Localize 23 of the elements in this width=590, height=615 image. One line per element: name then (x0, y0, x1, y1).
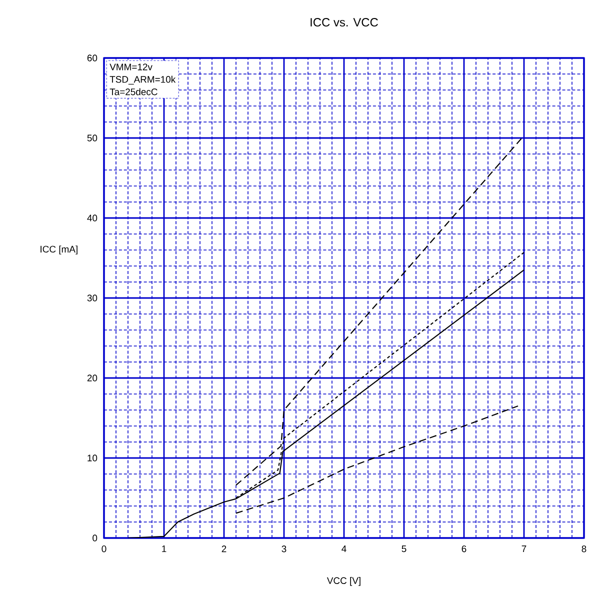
y-tick-label: 20 (87, 374, 98, 382)
annotation: TSD_ARM=10k (110, 76, 176, 85)
x-tick-label: 0 (102, 546, 106, 552)
y-tick-label: 40 (87, 214, 98, 222)
line-series (235, 405, 519, 514)
x-tick-label: 1 (162, 546, 166, 552)
y-tick-label: 30 (87, 294, 98, 302)
x-tick-label: 4 (342, 546, 346, 552)
annotation: VMM=12v (110, 64, 152, 70)
y-tick-label: 0 (92, 534, 98, 542)
y-axis-title: ICC [mA] (40, 246, 78, 254)
x-axis-title: VCC [V] (326, 577, 360, 586)
x-tick-label: 6 (462, 546, 466, 552)
x-tick-label: 8 (582, 546, 586, 552)
x-tick-label: 7 (522, 546, 526, 552)
y-tick-label: 10 (88, 454, 98, 462)
annotation: Ta=25decC (110, 88, 158, 96)
x-tick-label: 3 (282, 546, 286, 552)
y-tick-label: 50 (87, 134, 98, 142)
x-tick-label: 2 (222, 546, 226, 552)
y-tick-label: 60 (87, 54, 98, 62)
x-tick-label: 5 (402, 546, 406, 552)
chart-title: ICC vs. VCC (310, 18, 378, 26)
